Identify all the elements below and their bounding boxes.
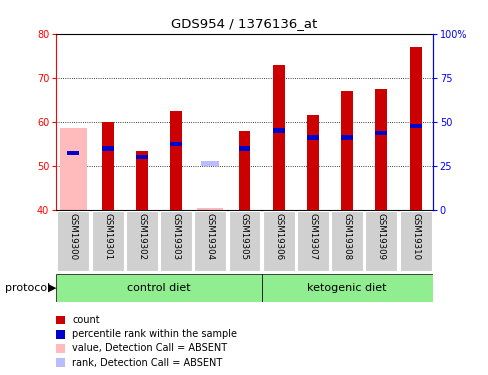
Bar bbox=[194, 211, 226, 271]
Text: GSM19304: GSM19304 bbox=[205, 213, 214, 260]
Text: GSM19307: GSM19307 bbox=[308, 213, 317, 260]
Bar bbox=[261, 274, 432, 302]
Bar bbox=[375, 131, 386, 135]
Bar bbox=[160, 211, 192, 271]
Bar bbox=[238, 146, 250, 150]
Bar bbox=[228, 211, 260, 271]
Bar bbox=[341, 135, 352, 140]
Text: rank, Detection Call = ABSENT: rank, Detection Call = ABSENT bbox=[72, 358, 222, 368]
Bar bbox=[67, 150, 79, 155]
Text: GSM19300: GSM19300 bbox=[69, 213, 78, 260]
Text: GSM19305: GSM19305 bbox=[240, 213, 248, 260]
Bar bbox=[170, 142, 182, 146]
Text: count: count bbox=[72, 315, 100, 325]
Bar bbox=[409, 124, 421, 129]
Text: percentile rank within the sample: percentile rank within the sample bbox=[72, 329, 237, 339]
Text: control diet: control diet bbox=[127, 283, 190, 293]
Bar bbox=[56, 274, 261, 302]
Bar bbox=[125, 211, 158, 271]
Text: GSM19301: GSM19301 bbox=[103, 213, 112, 260]
Bar bbox=[136, 150, 147, 210]
Title: GDS954 / 1376136_at: GDS954 / 1376136_at bbox=[171, 17, 317, 30]
Bar bbox=[341, 91, 352, 210]
Text: GSM19308: GSM19308 bbox=[342, 213, 351, 260]
Bar bbox=[102, 122, 113, 210]
Bar bbox=[91, 211, 123, 271]
Text: GSM19309: GSM19309 bbox=[376, 213, 385, 260]
Text: value, Detection Call = ABSENT: value, Detection Call = ABSENT bbox=[72, 344, 227, 354]
Bar bbox=[60, 129, 86, 210]
Bar bbox=[262, 211, 294, 271]
Bar bbox=[238, 131, 250, 210]
Bar bbox=[57, 211, 89, 271]
Bar bbox=[375, 89, 386, 210]
Bar bbox=[330, 211, 363, 271]
Bar bbox=[272, 64, 284, 210]
Bar bbox=[170, 111, 182, 210]
Bar bbox=[296, 211, 328, 271]
Text: GSM19310: GSM19310 bbox=[410, 213, 419, 260]
Text: GSM19306: GSM19306 bbox=[274, 213, 283, 260]
Bar bbox=[409, 47, 421, 210]
Text: protocol: protocol bbox=[5, 283, 50, 293]
Bar bbox=[201, 161, 219, 166]
Bar bbox=[306, 115, 318, 210]
Bar bbox=[399, 211, 431, 271]
Bar bbox=[136, 155, 147, 159]
Bar bbox=[365, 211, 397, 271]
Bar bbox=[102, 146, 113, 150]
Text: GSM19303: GSM19303 bbox=[171, 213, 180, 260]
Bar bbox=[272, 129, 284, 133]
Text: ketogenic diet: ketogenic diet bbox=[307, 283, 386, 293]
Bar bbox=[197, 208, 223, 210]
Text: GSM19302: GSM19302 bbox=[137, 213, 146, 260]
Bar bbox=[306, 135, 318, 140]
Text: ▶: ▶ bbox=[48, 283, 56, 293]
